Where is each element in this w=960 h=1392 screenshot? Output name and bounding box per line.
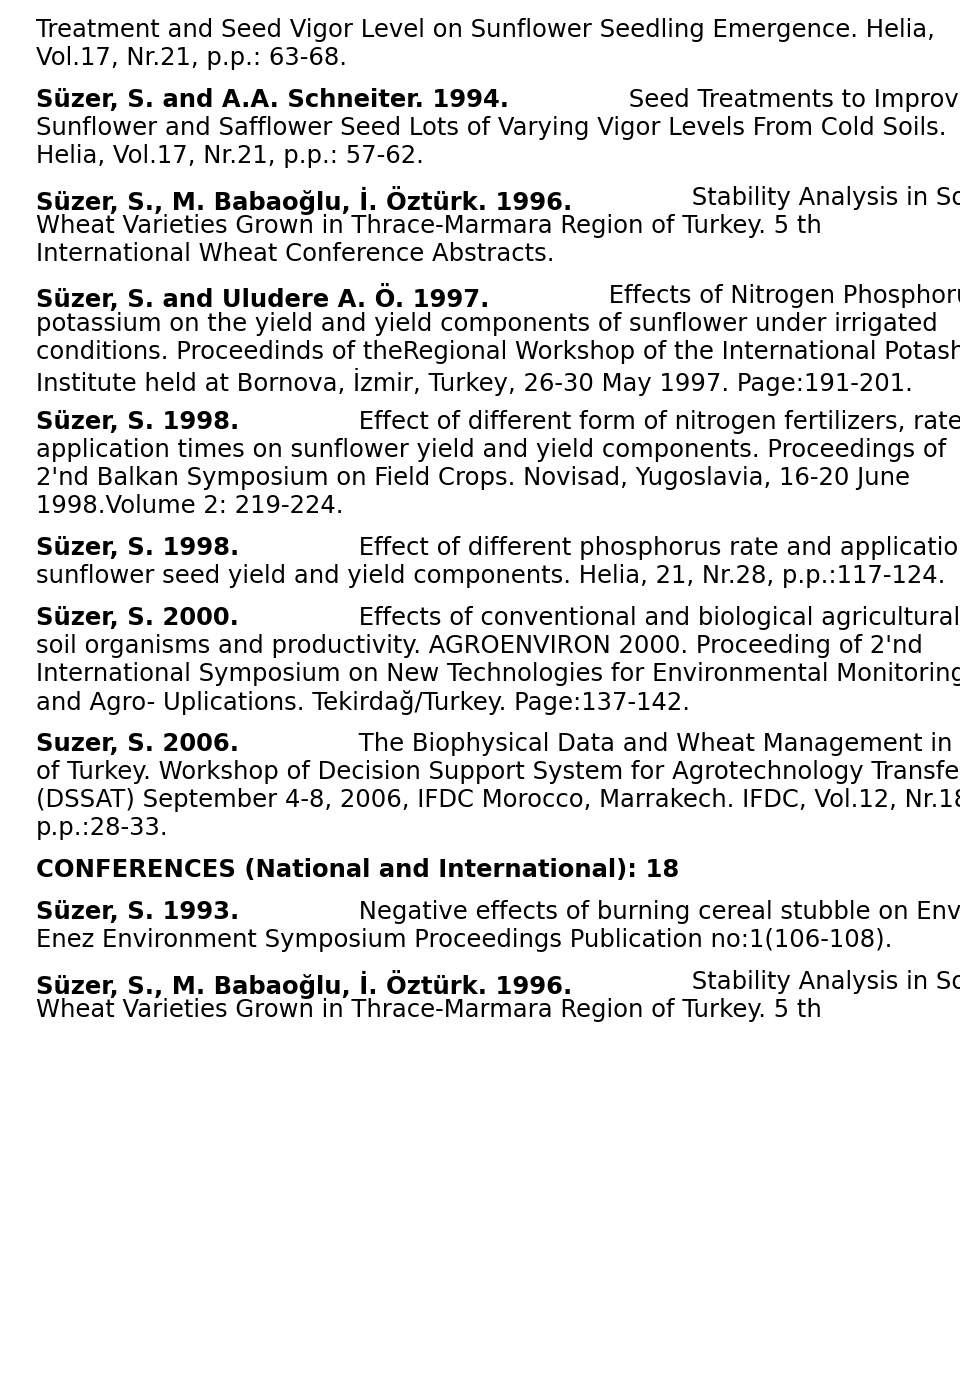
Text: Effects of conventional and biological agricultural systems on: Effects of conventional and biological a… xyxy=(350,606,960,631)
Text: 2'nd Balkan Symposium on Field Crops. Novisad, Yugoslavia, 16-20 June: 2'nd Balkan Symposium on Field Crops. No… xyxy=(36,466,910,490)
Text: Süzer, S., M. Babaoğlu, İ. Öztürk. 1996.: Süzer, S., M. Babaoğlu, İ. Öztürk. 1996. xyxy=(36,970,572,999)
Text: Enez Environment Symposium Proceedings Publication no:1(106-108).: Enez Environment Symposium Proceedings P… xyxy=(36,928,893,952)
Text: Effect of different form of nitrogen fertilizers, rates and: Effect of different form of nitrogen fer… xyxy=(351,411,960,434)
Text: soil organisms and productivity. AGROENVIRON 2000. Proceeding of 2'nd: soil organisms and productivity. AGROENV… xyxy=(36,633,923,658)
Text: Sunflower and Safflower Seed Lots of Varying Vigor Levels From Cold Soils.: Sunflower and Safflower Seed Lots of Var… xyxy=(36,116,947,141)
Text: Vol.17, Nr.21, p.p.: 63-68.: Vol.17, Nr.21, p.p.: 63-68. xyxy=(36,46,347,70)
Text: conditions. Proceedinds of theRegional Workshop of the International Potash: conditions. Proceedinds of theRegional W… xyxy=(36,340,960,363)
Text: International Symposium on New Technologies for Environmental Monitoring: International Symposium on New Technolog… xyxy=(36,663,960,686)
Text: Institute held at Bornova, İzmir, Turkey, 26-30 May 1997. Page:191-201.: Institute held at Bornova, İzmir, Turkey… xyxy=(36,367,913,395)
Text: Süzer, S. 1993.: Süzer, S. 1993. xyxy=(36,901,239,924)
Text: and Agro- Uplications. Tekirdağ/Turkey. Page:137-142.: and Agro- Uplications. Tekirdağ/Turkey. … xyxy=(36,690,690,715)
Text: Effect of different phosphorus rate and application time on: Effect of different phosphorus rate and … xyxy=(351,536,960,560)
Text: Süzer, S., M. Babaoğlu, İ. Öztürk. 1996.: Süzer, S., M. Babaoğlu, İ. Öztürk. 1996. xyxy=(36,187,572,214)
Text: Süzer, S. 1998.: Süzer, S. 1998. xyxy=(36,536,239,560)
Text: Wheat Varieties Grown in Thrace-Marmara Region of Turkey. 5 th: Wheat Varieties Grown in Thrace-Marmara … xyxy=(36,214,822,238)
Text: potassium on the yield and yield components of sunflower under irrigated: potassium on the yield and yield compone… xyxy=(36,312,938,335)
Text: The Biophysical Data and Wheat Management in Trakya Region: The Biophysical Data and Wheat Managemen… xyxy=(351,732,960,756)
Text: International Wheat Conference Abstracts.: International Wheat Conference Abstracts… xyxy=(36,242,555,266)
Text: Stability Analysis in Some Bread: Stability Analysis in Some Bread xyxy=(684,187,960,210)
Text: Stability Analysis in Some Bread: Stability Analysis in Some Bread xyxy=(684,970,960,994)
Text: Süzer, S. and A.A. Schneiter. 1994.: Süzer, S. and A.A. Schneiter. 1994. xyxy=(36,88,509,111)
Text: 1998.Volume 2: 219-224.: 1998.Volume 2: 219-224. xyxy=(36,494,344,518)
Text: Süzer, S. and Uludere A. Ö. 1997.: Süzer, S. and Uludere A. Ö. 1997. xyxy=(36,284,490,312)
Text: Helia, Vol.17, Nr.21, p.p.: 57-62.: Helia, Vol.17, Nr.21, p.p.: 57-62. xyxy=(36,143,424,168)
Text: CONFERENCES (National and International): 18: CONFERENCES (National and International)… xyxy=(36,857,680,883)
Text: Süzer, S. 1998.: Süzer, S. 1998. xyxy=(36,411,239,434)
Text: application times on sunflower yield and yield components. Proceedings of: application times on sunflower yield and… xyxy=(36,438,947,462)
Text: Suzer, S. 2006.: Suzer, S. 2006. xyxy=(36,732,239,756)
Text: Treatment and Seed Vigor Level on Sunflower Seedling Emergence. Helia,: Treatment and Seed Vigor Level on Sunflo… xyxy=(36,18,935,42)
Text: sunflower seed yield and yield components. Helia, 21, Nr.28, p.p.:117-124.: sunflower seed yield and yield component… xyxy=(36,564,946,587)
Text: (DSSAT) September 4-8, 2006, IFDC Morocco, Marrakech. IFDC, Vol.12, Nr.18,: (DSSAT) September 4-8, 2006, IFDC Morocc… xyxy=(36,788,960,812)
Text: Süzer, S. 2000.: Süzer, S. 2000. xyxy=(36,606,239,631)
Text: p.p.:28-33.: p.p.:28-33. xyxy=(36,816,169,839)
Text: Wheat Varieties Grown in Thrace-Marmara Region of Turkey. 5 th: Wheat Varieties Grown in Thrace-Marmara … xyxy=(36,998,822,1022)
Text: Negative effects of burning cereal stubble on Environment.: Negative effects of burning cereal stubb… xyxy=(351,901,960,924)
Text: Effects of Nitrogen Phosphorus and: Effects of Nitrogen Phosphorus and xyxy=(601,284,960,308)
Text: of Turkey. Workshop of Decision Support System for Agrotechnology Transfer: of Turkey. Workshop of Decision Support … xyxy=(36,760,960,784)
Text: Seed Treatments to Improve Emergence of: Seed Treatments to Improve Emergence of xyxy=(621,88,960,111)
